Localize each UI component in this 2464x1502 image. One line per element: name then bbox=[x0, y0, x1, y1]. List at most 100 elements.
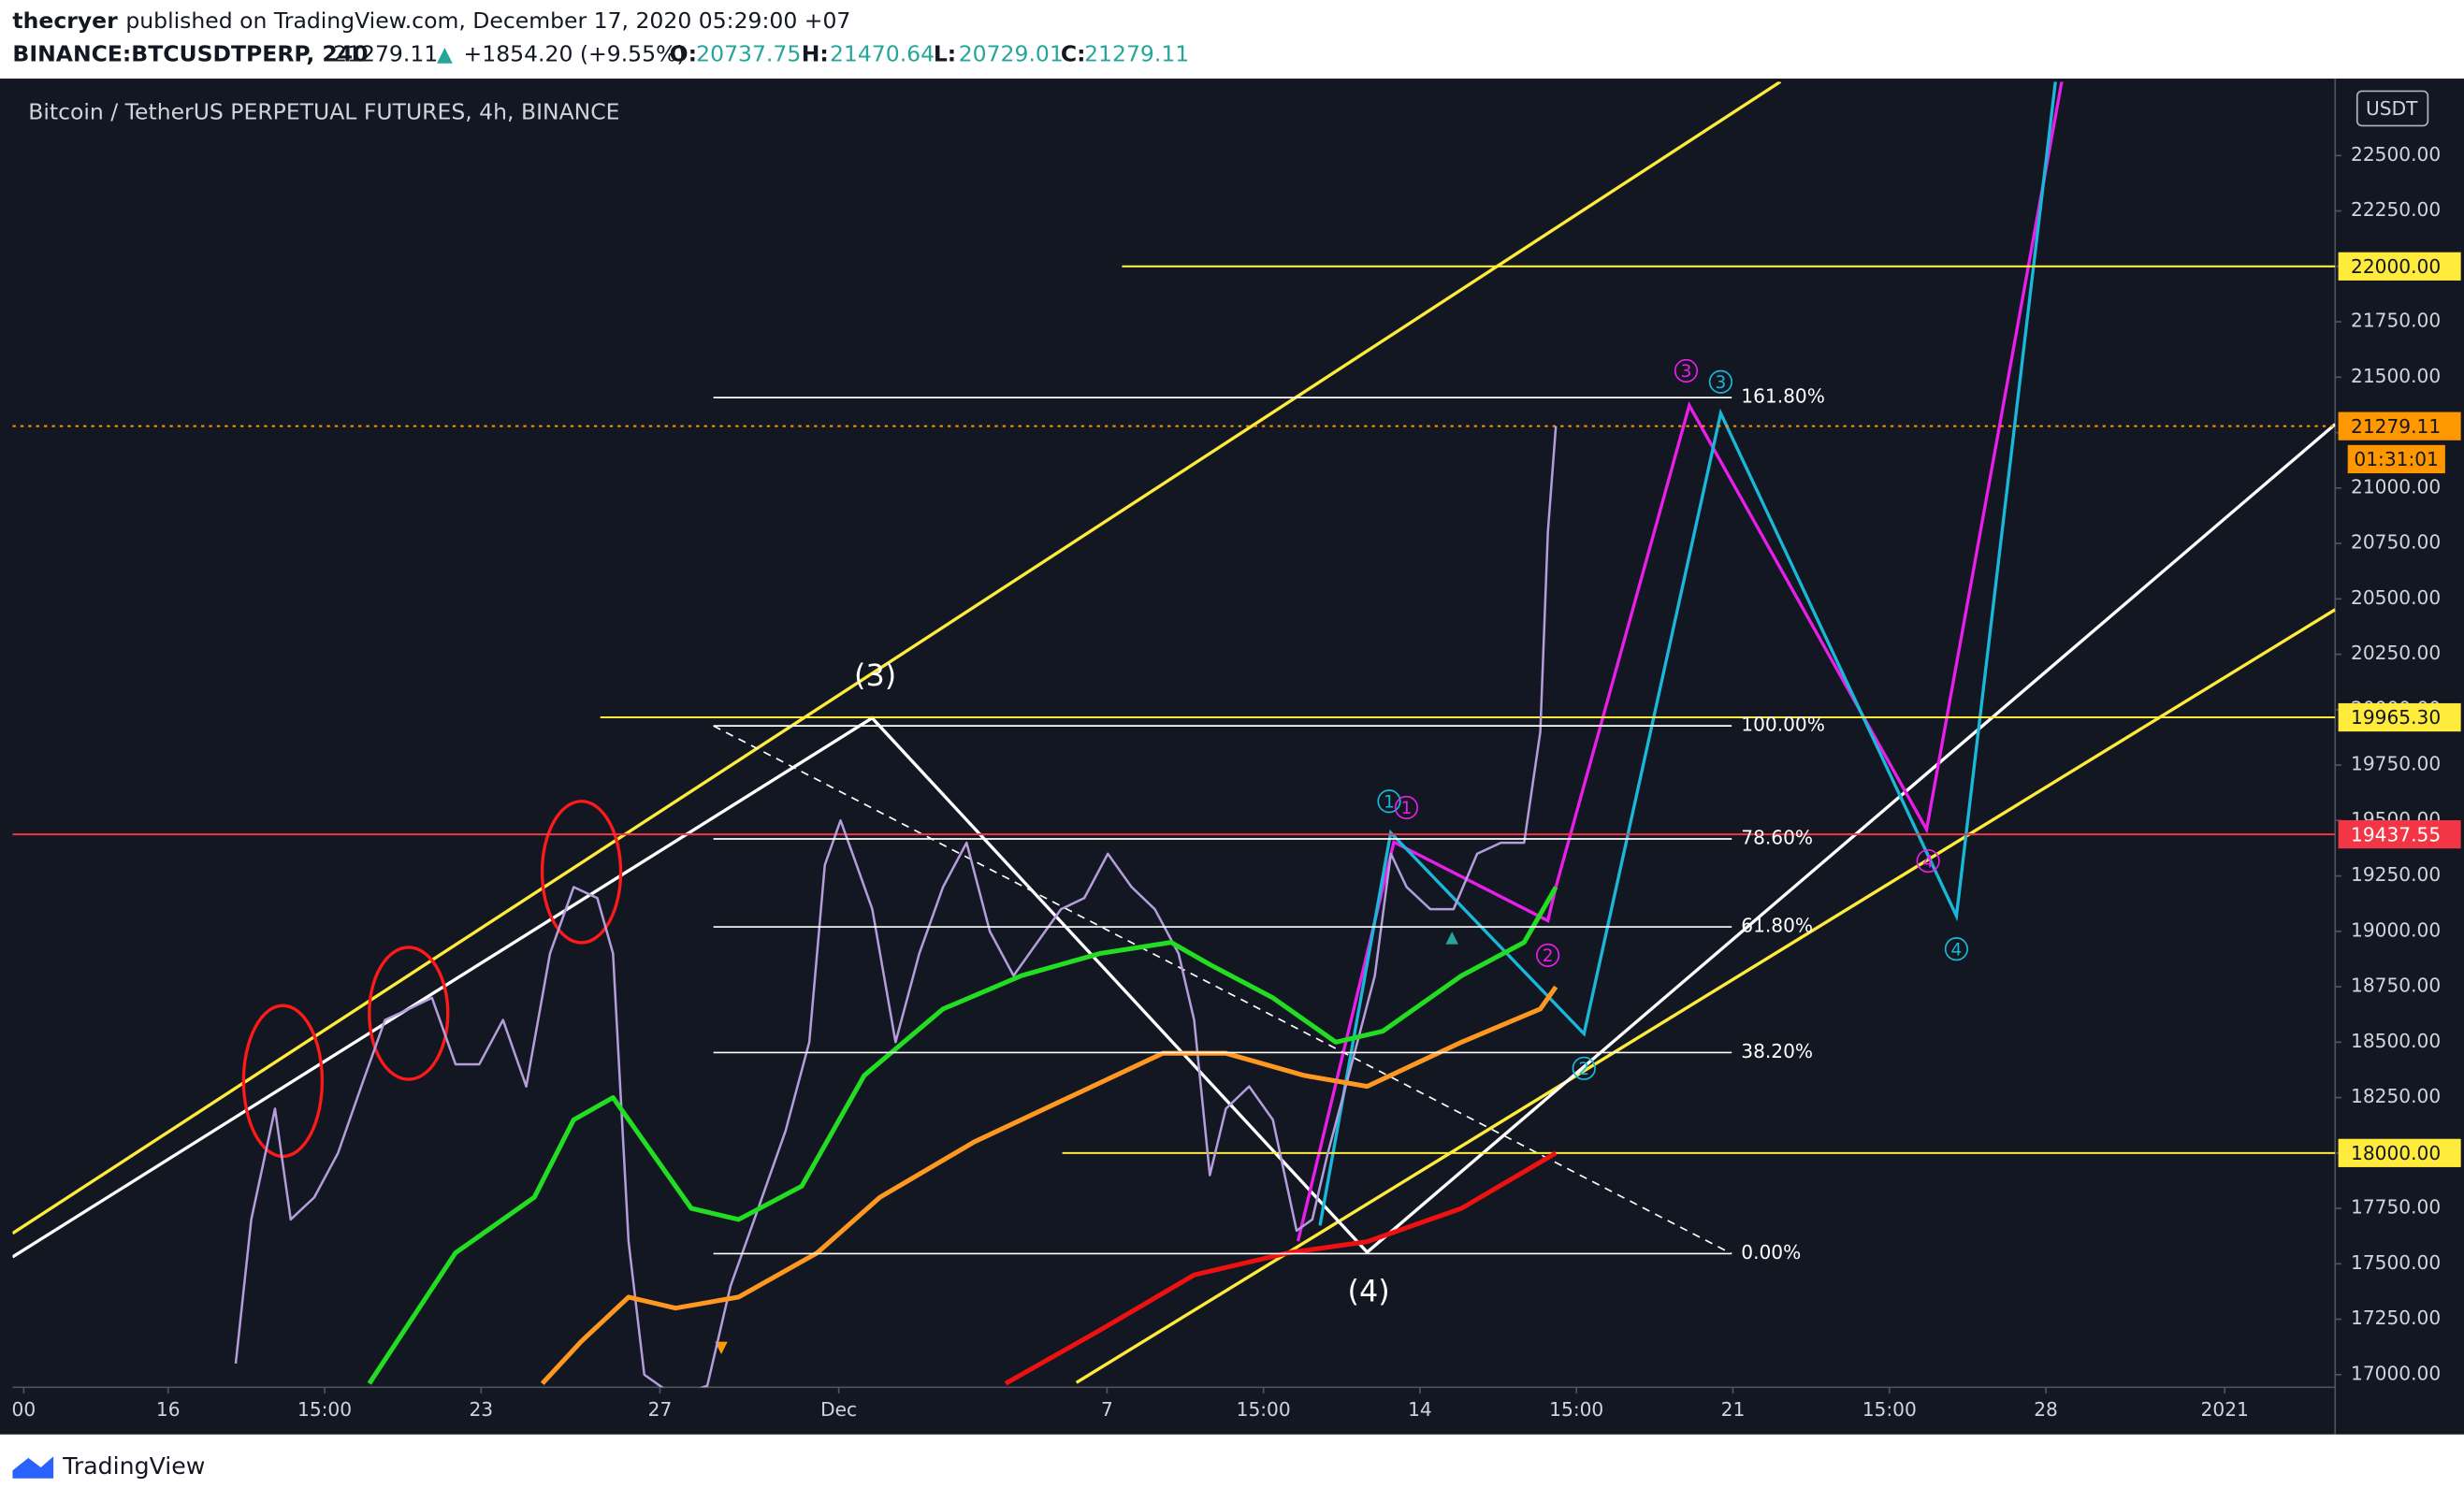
y-tick-label: 21500.00 bbox=[2351, 365, 2441, 387]
fib-label: 0.00% bbox=[1741, 1241, 1801, 1264]
y-tick-label: 18250.00 bbox=[2351, 1085, 2441, 1107]
y-tick-label: 17500.00 bbox=[2351, 1251, 2441, 1274]
fib-label: 100.00% bbox=[1741, 714, 1825, 736]
badge bbox=[1536, 943, 1560, 967]
wave-circles: 1 1 2 2 3 3 4 4 bbox=[1377, 358, 1969, 1080]
y-tick-label: 22250.00 bbox=[2351, 198, 2441, 221]
wave-number: 4 bbox=[1922, 852, 1934, 872]
highlight bbox=[540, 800, 623, 945]
price-label-bg bbox=[2338, 702, 2461, 732]
wave-number: 3 bbox=[1681, 362, 1692, 382]
trend-line bbox=[12, 81, 1782, 1235]
x-tick-label: 16 bbox=[156, 1398, 181, 1421]
symbol: BINANCE:BTCUSDTPERP, 240 bbox=[12, 40, 368, 66]
price-label: 22000.00 bbox=[2351, 255, 2441, 278]
close-label: C: bbox=[1061, 40, 1086, 66]
chart-bg bbox=[0, 79, 2464, 1435]
projection bbox=[1318, 81, 2057, 1226]
countdown-bg bbox=[2347, 444, 2445, 474]
price-label-bg bbox=[2338, 412, 2461, 440]
badge bbox=[1377, 789, 1401, 814]
x-tick-label: 2021 bbox=[2201, 1398, 2249, 1421]
author: thecryer bbox=[12, 7, 118, 34]
branding: TradingView bbox=[62, 1452, 205, 1480]
chart-title: Bitcoin / TetherUS PERPETUAL FUTURES, 4h… bbox=[28, 98, 619, 124]
price-label-bg bbox=[2338, 820, 2461, 849]
y-tick-label: 20750.00 bbox=[2351, 531, 2441, 554]
badge bbox=[1394, 795, 1419, 820]
dashed-line bbox=[713, 725, 1732, 1255]
x-tick-label: 15:00 bbox=[1862, 1398, 1917, 1421]
marker bbox=[715, 1341, 728, 1355]
low-label: L: bbox=[934, 40, 956, 66]
y-tick-label: 21000.00 bbox=[2351, 475, 2441, 498]
logo bbox=[12, 1456, 54, 1479]
low: 20729.01 bbox=[959, 40, 1064, 66]
published: published on TradingView.com, December 1… bbox=[125, 7, 850, 34]
change: +1854.20 (+9.55%) bbox=[464, 40, 686, 66]
fib-label: 61.80% bbox=[1741, 915, 1813, 937]
badge bbox=[1674, 358, 1699, 383]
price-label-bg bbox=[2338, 1138, 2461, 1167]
wave-number: 3 bbox=[1716, 373, 1727, 393]
highlight bbox=[368, 946, 450, 1081]
wave-number: 1 bbox=[1384, 792, 1395, 812]
y-tick-label: 21750.00 bbox=[2351, 310, 2441, 332]
badge bbox=[1944, 937, 1969, 961]
wave-label: (4) bbox=[1348, 1274, 1390, 1309]
y-tick-label: 20500.00 bbox=[2351, 586, 2441, 609]
drawings bbox=[12, 81, 2336, 1384]
x-tick-label: 7 bbox=[1101, 1398, 1113, 1421]
fib-label: 78.60% bbox=[1741, 826, 1813, 848]
y-tick-label: 18750.00 bbox=[2351, 975, 2441, 997]
badge bbox=[1572, 1056, 1596, 1080]
x-tick-label: Dec bbox=[820, 1398, 857, 1421]
price-label-bg bbox=[2338, 252, 2461, 281]
x-tick-label: 15:00 bbox=[297, 1398, 352, 1421]
close: 21279.11 bbox=[1084, 40, 1189, 66]
y-tick-label: 17250.00 bbox=[2351, 1307, 2441, 1329]
x-tick-label: 15:00 bbox=[1237, 1398, 1291, 1421]
x-tick-label: 15:00 bbox=[1549, 1398, 1603, 1421]
price-label: 19437.55 bbox=[2351, 823, 2441, 845]
x-tick-label: 21 bbox=[1721, 1398, 1746, 1421]
price-label: 18000.00 bbox=[2351, 1142, 2441, 1164]
high: 21470.64 bbox=[830, 40, 935, 66]
wave-number: 2 bbox=[1543, 946, 1554, 966]
wave-number: 4 bbox=[1951, 940, 1963, 960]
y-tick-label: 19250.00 bbox=[2351, 863, 2441, 886]
y-tick-label: 17000.00 bbox=[2351, 1362, 2441, 1384]
y-tick-label: 20250.00 bbox=[2351, 642, 2441, 664]
x-tick-label: 27 bbox=[648, 1398, 673, 1421]
x-tick-label: 23 bbox=[469, 1398, 493, 1421]
wave-number: 1 bbox=[1401, 799, 1413, 818]
x-tick-label: 00 bbox=[12, 1398, 36, 1421]
series-line bbox=[1004, 1150, 1558, 1386]
y-tick-label: 18500.00 bbox=[2351, 1030, 2441, 1052]
price-label: 21279.11 bbox=[2351, 415, 2441, 438]
arrow: ▲ bbox=[437, 43, 453, 66]
wave-label: (3) bbox=[854, 657, 896, 693]
price-label: 19965.30 bbox=[2351, 706, 2441, 729]
y-tick-label: 17750.00 bbox=[2351, 1196, 2441, 1219]
series-line bbox=[234, 426, 1558, 1388]
x-tick-label: 14 bbox=[1408, 1398, 1432, 1421]
marker bbox=[1445, 932, 1458, 945]
fib-label: 161.80% bbox=[1741, 385, 1825, 408]
series-line bbox=[540, 985, 1558, 1386]
badge bbox=[1708, 369, 1733, 394]
x-tick-label: 28 bbox=[2034, 1398, 2058, 1421]
open: 20737.75 bbox=[696, 40, 801, 66]
y-tick-label: 19750.00 bbox=[2351, 753, 2441, 775]
last: 21279.11 bbox=[333, 40, 438, 66]
series-line bbox=[367, 886, 1558, 1385]
wave-number: 2 bbox=[1578, 1060, 1589, 1079]
open-label: O: bbox=[670, 40, 697, 66]
fib-label: 38.20% bbox=[1741, 1040, 1813, 1062]
countdown: 01:31:01 bbox=[2354, 448, 2438, 470]
currency-badge bbox=[2355, 90, 2429, 127]
y-tick-label: 22500.00 bbox=[2351, 143, 2441, 166]
y-tick-label: 19000.00 bbox=[2351, 918, 2441, 941]
currency: USDT bbox=[2366, 97, 2418, 120]
